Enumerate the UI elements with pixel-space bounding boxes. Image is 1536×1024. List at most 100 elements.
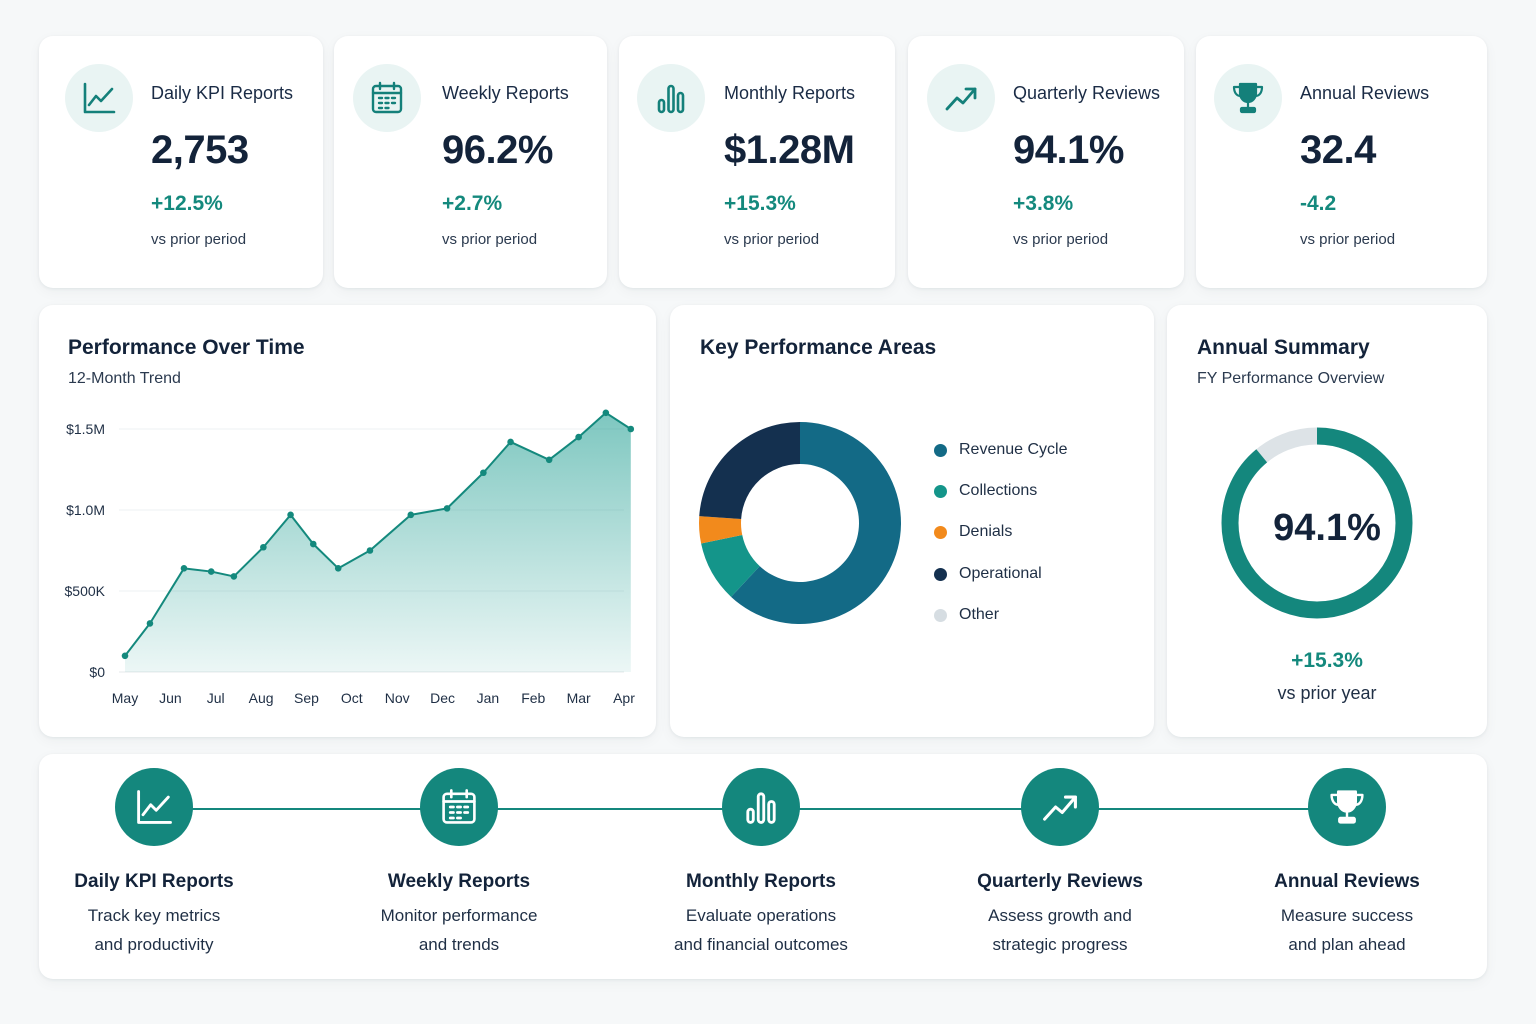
bar-chart-icon xyxy=(722,768,800,846)
y-tick-label: $1.5M xyxy=(66,421,105,437)
performance-panel: Performance Over Time 12-Month Trend $0 $… xyxy=(39,305,656,737)
x-tick-label: Apr xyxy=(613,690,635,706)
kpi-title: Quarterly Reviews xyxy=(1013,83,1161,103)
legend-label: Revenue Cycle xyxy=(959,441,1068,458)
step-description: Evaluate operations and financial outcom… xyxy=(631,901,891,959)
data-point[interactable] xyxy=(627,425,635,433)
series-line xyxy=(124,411,632,657)
data-point[interactable] xyxy=(407,511,415,519)
data-point[interactable] xyxy=(602,409,610,417)
x-tick-label: Feb xyxy=(521,690,545,706)
kpi-title: Weekly Reports xyxy=(442,83,569,103)
kpi-change: -4.2 xyxy=(1300,192,1337,215)
data-point[interactable] xyxy=(287,511,294,519)
x-tick-label: Sep xyxy=(294,690,319,706)
y-tick-label: $500K xyxy=(65,583,106,599)
kpi-value: 32.4 xyxy=(1300,128,1376,172)
summary-comparison-label: vs prior year xyxy=(1277,683,1377,703)
legend-item[interactable]: Other xyxy=(934,606,999,624)
step-description-line: Assess growth and xyxy=(988,906,1132,925)
data-point[interactable] xyxy=(230,573,238,580)
data-point[interactable] xyxy=(309,540,317,548)
area-fill xyxy=(125,412,631,672)
legend-item[interactable]: Collections xyxy=(934,482,1037,500)
kpi-card-daily[interactable]: Daily KPI Reports 2,753 +12.5% vs prior … xyxy=(39,36,323,288)
donut-slice[interactable] xyxy=(699,516,743,544)
data-point[interactable] xyxy=(443,505,451,512)
reporting-timeline: Daily KPI Reports Track key metrics and … xyxy=(39,754,1487,979)
data-point[interactable] xyxy=(146,620,154,627)
data-point[interactable] xyxy=(260,543,267,551)
step-title: Quarterly Reviews xyxy=(977,871,1143,892)
kpi-comparison-label: vs prior period xyxy=(442,231,538,248)
panel-subtitle: 12-Month Trend xyxy=(68,370,181,387)
kpi-change: +12.5% xyxy=(151,192,223,215)
legend-item[interactable]: Operational xyxy=(934,565,1042,583)
donut-slice[interactable] xyxy=(701,535,760,597)
timeline-step-monthly[interactable]: Monthly Reports Evaluate operations and … xyxy=(631,754,891,959)
kpi-change: +2.7% xyxy=(442,192,503,215)
data-point[interactable] xyxy=(545,456,553,464)
kpi-card-annual[interactable]: Annual Reviews 32.4 -4.2 vs prior period xyxy=(1196,36,1487,288)
ring-progress xyxy=(1221,427,1413,619)
x-tick-label: Jan xyxy=(477,690,500,706)
legend-swatch xyxy=(934,443,947,457)
data-point[interactable] xyxy=(207,568,215,575)
donut-slice[interactable] xyxy=(731,422,901,624)
kpi-value: 2,753 xyxy=(151,128,249,172)
step-description-line: Track key metrics xyxy=(87,906,221,925)
data-point[interactable] xyxy=(575,433,582,441)
data-point[interactable] xyxy=(480,469,487,477)
step-title: Daily KPI Reports xyxy=(74,871,234,892)
data-point[interactable] xyxy=(334,565,342,572)
data-point[interactable] xyxy=(121,652,129,660)
legend-label: Denials xyxy=(959,523,1013,540)
y-tick-label: $0 xyxy=(89,664,105,680)
step-description: Monitor performance and trends xyxy=(329,901,589,959)
kpi-title: Monthly Reports xyxy=(724,83,856,103)
kpi-card-monthly[interactable]: Monthly Reports $1.28M +15.3% vs prior p… xyxy=(619,36,895,288)
legend-swatch xyxy=(934,525,947,539)
kpi-comparison-label: vs prior period xyxy=(1300,231,1396,248)
legend-item[interactable]: Revenue Cycle xyxy=(934,441,1068,459)
line-chart-icon xyxy=(115,768,193,846)
x-tick-label: Oct xyxy=(341,690,363,706)
legend-swatch xyxy=(934,608,947,622)
timeline-step-quarterly[interactable]: Quarterly Reviews Assess growth and stra… xyxy=(930,754,1190,959)
x-tick-label: Jun xyxy=(159,690,182,706)
progress-ring xyxy=(1221,427,1413,619)
legend-item[interactable]: Denials xyxy=(934,523,1012,541)
kpi-change: +15.3% xyxy=(724,192,796,215)
calendar-icon xyxy=(420,768,498,846)
kpi-comparison-label: vs prior period xyxy=(1013,231,1109,248)
step-title: Monthly Reports xyxy=(686,871,836,892)
x-tick-label: May xyxy=(112,690,138,706)
timeline-step-daily[interactable]: Daily KPI Reports Track key metrics and … xyxy=(24,754,284,959)
kpi-card-quarterly[interactable]: Quarterly Reviews 94.1% +3.8% vs prior p… xyxy=(908,36,1184,288)
step-title: Weekly Reports xyxy=(387,871,531,892)
annual-summary-panel: Annual Summary FY Performance Overview 9… xyxy=(1167,305,1487,737)
timeline-step-weekly[interactable]: Weekly Reports Monitor performance and t… xyxy=(329,754,589,959)
legend-label: Collections xyxy=(959,482,1038,499)
data-point[interactable] xyxy=(366,547,374,554)
timeline-step-annual[interactable]: Annual Reviews Measure success and plan … xyxy=(1217,754,1477,959)
step-description-line: and plan ahead xyxy=(1288,935,1406,954)
panel-subtitle: FY Performance Overview xyxy=(1197,370,1385,387)
area-chart: $0 $500K $1.0M $1.5M May Jun Jul Aug Sep Oct Nov De… xyxy=(65,409,635,706)
kpi-change: +3.8% xyxy=(1013,192,1074,215)
data-point[interactable] xyxy=(180,565,188,572)
trend-up-icon xyxy=(1021,768,1099,846)
step-description-line: and trends xyxy=(418,935,500,954)
donut-slice[interactable] xyxy=(699,422,800,519)
bar-chart-icon xyxy=(637,64,705,132)
y-tick-label: $1.0M xyxy=(66,502,105,518)
panel-title: Performance Over Time xyxy=(68,336,305,359)
kpi-title: Annual Reviews xyxy=(1300,83,1430,103)
trophy-icon xyxy=(1308,768,1386,846)
step-description-line: and financial outcomes xyxy=(674,935,848,954)
kpi-card-weekly[interactable]: Weekly Reports 96.2% +2.7% vs prior peri… xyxy=(334,36,607,288)
legend-label: Operational xyxy=(959,565,1042,582)
panel-title: Key Performance Areas xyxy=(700,336,937,359)
data-point[interactable] xyxy=(507,438,514,446)
line-chart-icon xyxy=(65,64,133,132)
